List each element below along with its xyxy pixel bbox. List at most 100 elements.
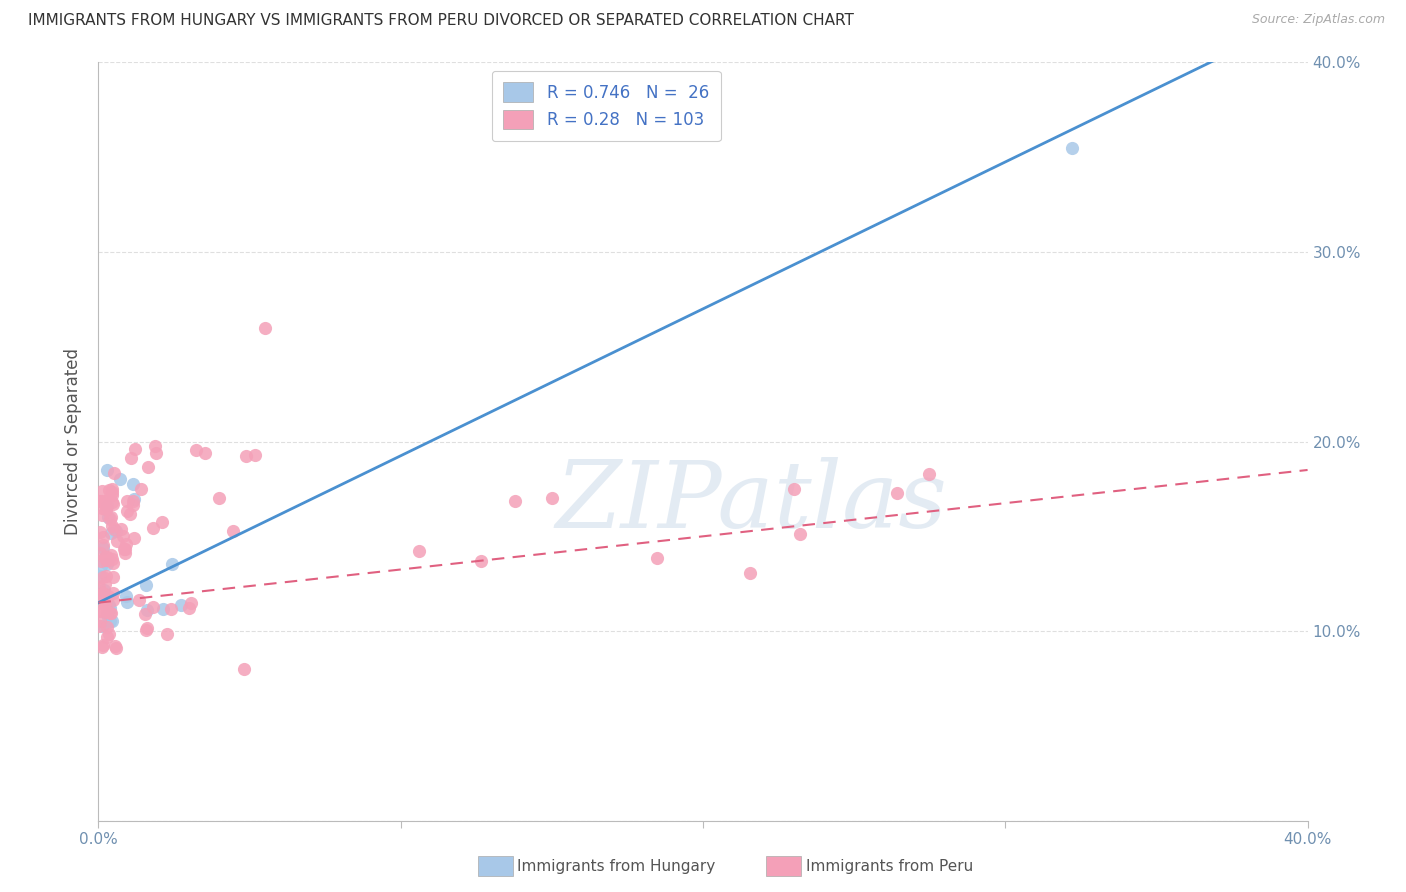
Point: [96, 553, 118, 567]
Point: [128, 593, 150, 607]
Point: [101, 497, 124, 511]
Point: [90, 500, 112, 515]
Point: [408, 544, 430, 558]
Point: [101, 488, 124, 502]
Point: [93, 586, 115, 600]
Point: [96, 607, 118, 622]
Point: [96, 620, 118, 634]
Point: [101, 495, 124, 509]
Point: [156, 627, 179, 641]
Point: [143, 439, 166, 453]
Point: [89, 494, 111, 508]
Point: [135, 577, 157, 591]
Point: [222, 524, 245, 538]
Point: [136, 603, 159, 617]
Point: [150, 515, 173, 529]
Point: [100, 509, 122, 524]
Point: [129, 482, 152, 496]
Point: [103, 522, 125, 536]
Point: [89, 618, 111, 632]
Point: [505, 494, 527, 508]
Point: [97, 589, 120, 603]
Point: [90, 493, 112, 508]
Point: [142, 600, 165, 615]
Point: [138, 459, 160, 474]
Point: [91, 604, 114, 618]
Point: [645, 551, 668, 566]
Point: [105, 641, 128, 656]
Point: [101, 586, 124, 600]
Point: [93, 582, 115, 597]
Point: [114, 541, 136, 556]
Point: [135, 621, 157, 635]
Point: [1060, 141, 1083, 155]
Point: [177, 601, 200, 615]
Point: [93, 591, 115, 605]
Point: [91, 638, 114, 652]
Point: [134, 607, 156, 621]
Point: [96, 568, 118, 582]
Point: [89, 588, 111, 602]
Text: Immigrants from Peru: Immigrants from Peru: [806, 859, 973, 873]
Point: [783, 482, 806, 496]
Point: [101, 570, 124, 584]
Point: [98, 615, 121, 629]
Point: [89, 524, 111, 539]
Point: [121, 498, 143, 512]
Point: [101, 592, 124, 607]
Point: [115, 589, 138, 603]
Point: [170, 598, 193, 612]
Point: [97, 510, 120, 524]
Point: [110, 522, 132, 536]
Point: [112, 528, 135, 542]
Point: [886, 486, 908, 500]
Point: [184, 443, 207, 458]
Point: [122, 492, 145, 507]
Point: [208, 491, 231, 505]
Point: [97, 483, 120, 497]
Point: [135, 623, 157, 637]
Point: [101, 614, 124, 628]
Point: [93, 577, 115, 591]
Point: [253, 320, 276, 334]
Point: [142, 521, 165, 535]
Point: [180, 596, 202, 610]
Point: [115, 504, 138, 518]
Point: [90, 554, 112, 568]
Point: [235, 449, 257, 463]
Point: [114, 546, 136, 560]
Point: [91, 508, 114, 522]
Point: [124, 442, 146, 456]
Point: [105, 534, 128, 549]
Point: [103, 466, 125, 480]
Point: [98, 601, 121, 615]
Point: [94, 549, 117, 564]
Point: [232, 662, 254, 676]
Point: [98, 511, 121, 525]
Y-axis label: Divorced or Separated: Divorced or Separated: [65, 348, 83, 535]
Point: [115, 493, 138, 508]
Point: [100, 606, 122, 620]
Point: [96, 630, 118, 644]
Point: [91, 618, 114, 632]
Point: [100, 548, 122, 562]
Point: [101, 482, 124, 496]
Text: ZIPatlas: ZIPatlas: [555, 458, 948, 547]
Point: [159, 602, 181, 616]
Point: [917, 467, 939, 482]
Point: [89, 615, 111, 629]
Point: [93, 541, 115, 556]
Point: [118, 508, 141, 522]
Point: [98, 599, 121, 613]
Point: [91, 569, 114, 583]
Point: [112, 541, 135, 556]
Point: [101, 552, 124, 566]
Point: [91, 640, 114, 654]
Point: [89, 546, 111, 560]
Point: [100, 485, 122, 500]
Point: [91, 530, 114, 544]
Point: [194, 446, 217, 460]
Text: Source: ZipAtlas.com: Source: ZipAtlas.com: [1251, 13, 1385, 27]
Point: [104, 639, 127, 653]
Point: [105, 524, 128, 538]
